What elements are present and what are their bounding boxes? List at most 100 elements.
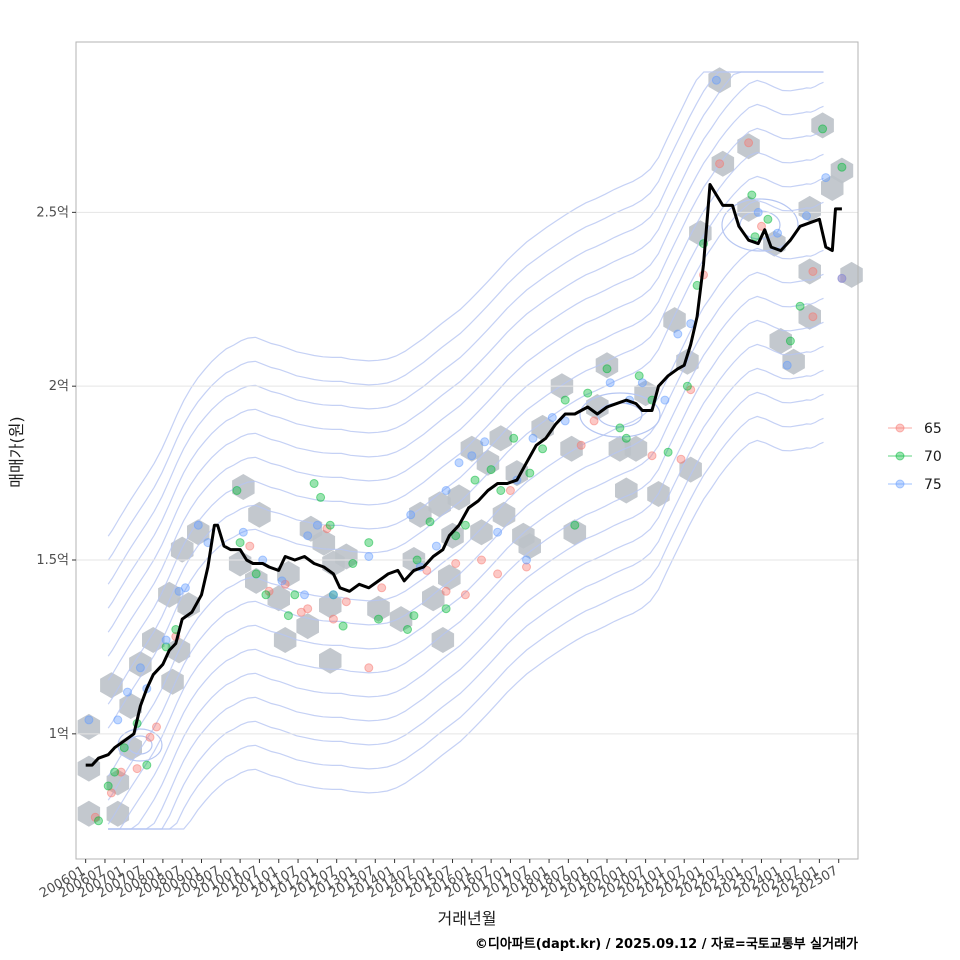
data-point-65 bbox=[116, 767, 126, 777]
data-point-75 bbox=[431, 541, 441, 551]
hexbin bbox=[798, 195, 821, 222]
density-contour bbox=[107, 247, 824, 777]
x-axis: 2006012006072007012007072008012008072009… bbox=[37, 859, 841, 901]
data-point-75 bbox=[522, 555, 531, 565]
data-point-75 bbox=[454, 458, 464, 468]
data-point-70 bbox=[682, 381, 692, 391]
data-point-70 bbox=[583, 388, 593, 398]
data-point-75 bbox=[123, 687, 132, 697]
data-point-70 bbox=[538, 444, 548, 454]
caption: ©디아파트(dapt.kr) / 2025.09.12 / 자료=국토교통부 실… bbox=[475, 936, 858, 952]
data-point-70 bbox=[251, 569, 261, 579]
data-point-75 bbox=[802, 211, 811, 221]
data-point-65 bbox=[576, 440, 586, 450]
hexbin bbox=[245, 567, 268, 594]
data-point-65 bbox=[505, 486, 515, 495]
data-point-70 bbox=[763, 214, 773, 224]
y-tick-label: 2억 bbox=[49, 379, 69, 394]
hexbin bbox=[711, 150, 735, 177]
data-point-75 bbox=[303, 531, 313, 541]
density-contour bbox=[107, 71, 824, 537]
density-contour bbox=[108, 391, 824, 830]
data-point-65 bbox=[245, 541, 255, 551]
hexbin bbox=[106, 800, 130, 827]
data-point-70 bbox=[486, 465, 496, 475]
hexbin bbox=[586, 394, 609, 420]
contour-layer bbox=[107, 71, 824, 830]
data-point-70 bbox=[364, 538, 374, 548]
density-contour bbox=[108, 319, 824, 830]
data-point-75 bbox=[773, 228, 782, 238]
hexbin bbox=[273, 627, 297, 653]
hexbin bbox=[232, 474, 255, 500]
data-point-65 bbox=[808, 267, 818, 276]
data-point-70 bbox=[403, 625, 412, 634]
data-point-75 bbox=[161, 635, 171, 645]
data-point-65 bbox=[451, 559, 461, 568]
data-point-75 bbox=[113, 715, 123, 725]
data-point-65 bbox=[132, 764, 142, 774]
data-point-75 bbox=[364, 552, 374, 561]
hexbin bbox=[624, 435, 648, 462]
data-point-75 bbox=[406, 510, 416, 520]
hexbin bbox=[277, 560, 300, 587]
data-point-70 bbox=[103, 781, 113, 791]
data-point-70 bbox=[818, 124, 828, 134]
data-point-70 bbox=[621, 433, 631, 443]
density-contour bbox=[108, 415, 824, 830]
hexbin bbox=[100, 672, 123, 699]
density-contour bbox=[107, 199, 824, 729]
data-point-75 bbox=[673, 329, 683, 339]
density-contour bbox=[107, 295, 824, 825]
data-point-70 bbox=[425, 517, 435, 527]
data-point-75 bbox=[660, 395, 670, 405]
data-point-75 bbox=[193, 520, 203, 530]
data-point-70 bbox=[110, 767, 120, 777]
data-point-75 bbox=[328, 590, 338, 600]
data-point-70 bbox=[837, 162, 847, 172]
hexbin bbox=[228, 550, 252, 577]
data-point-70 bbox=[283, 611, 293, 621]
data-point-65 bbox=[328, 614, 338, 624]
data-point-70 bbox=[451, 531, 461, 541]
data-point-65 bbox=[493, 569, 503, 579]
data-point-75 bbox=[180, 583, 190, 593]
data-point-70 bbox=[338, 621, 348, 631]
hexbin bbox=[319, 592, 342, 619]
trend-line bbox=[85, 183, 842, 767]
data-point-65 bbox=[744, 138, 754, 148]
data-point-70 bbox=[348, 559, 358, 568]
data-point-70 bbox=[795, 301, 805, 311]
hexbin bbox=[319, 647, 342, 674]
data-point-75 bbox=[637, 378, 647, 388]
data-point-65 bbox=[341, 597, 351, 607]
hexbin bbox=[470, 519, 493, 546]
data-point-70 bbox=[142, 760, 152, 770]
hexbin bbox=[663, 307, 686, 334]
plot-border bbox=[75, 41, 859, 860]
data-point-70 bbox=[602, 364, 612, 374]
data-point-65 bbox=[441, 586, 451, 596]
density-contour bbox=[107, 103, 824, 633]
legend-key-point bbox=[895, 479, 905, 489]
data-point-70 bbox=[496, 486, 506, 495]
density-contour bbox=[108, 367, 824, 830]
data-point-65 bbox=[757, 221, 766, 231]
y-tick-label: 1억 bbox=[49, 727, 69, 742]
hexbin bbox=[447, 484, 471, 511]
data-point-70 bbox=[525, 468, 535, 478]
data-point-75 bbox=[493, 527, 503, 537]
legend-key-point bbox=[895, 451, 905, 461]
hexbin bbox=[563, 519, 587, 546]
legend: 65 70 75 bbox=[888, 421, 942, 493]
data-point-65 bbox=[589, 416, 599, 426]
legend-label: 65 bbox=[924, 421, 942, 437]
data-point-70 bbox=[309, 479, 319, 488]
hexbin bbox=[769, 328, 792, 354]
data-point-70 bbox=[232, 486, 242, 495]
hexbin bbox=[142, 627, 165, 653]
data-point-70 bbox=[374, 614, 383, 624]
density-contour bbox=[108, 439, 824, 830]
hexbin bbox=[798, 303, 821, 330]
